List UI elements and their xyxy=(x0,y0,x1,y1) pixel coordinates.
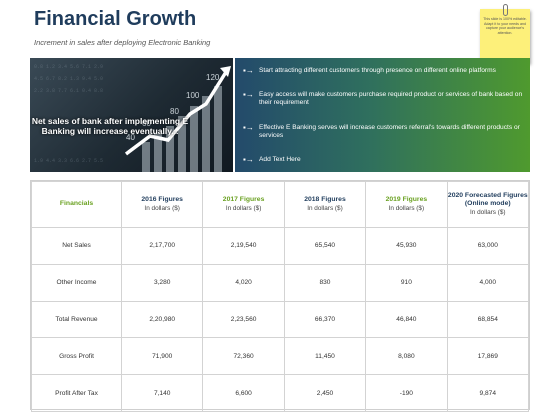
table-cell: 9,874 xyxy=(446,374,530,412)
header-title: 2019 Figures xyxy=(385,196,428,203)
table-cell: 71,900 xyxy=(120,337,204,376)
header-2016: 2016 Figures In dollars ($) xyxy=(120,181,204,228)
table-cell: 830 xyxy=(283,263,367,302)
table-row: Gross Profit 71,900 72,360 11,450 8,080 … xyxy=(31,337,530,376)
growth-chart-graphic: 0.8 1.2 3.4 5.6 7.1 2.9 4.5 6.7 8.2 1.3 … xyxy=(34,64,231,172)
sticky-note: This slide is 100% editable. Adapt it to… xyxy=(480,9,530,63)
table-cell: 2,450 xyxy=(283,374,367,412)
arrow-right-icon: ▪→ xyxy=(243,90,254,99)
table-cell: -190 xyxy=(365,374,448,412)
table-cell: 7,140 xyxy=(120,374,204,412)
header-sub: In dollars ($) xyxy=(470,208,506,216)
chart-label-60: 60 xyxy=(142,119,151,128)
row-label: Total Revenue xyxy=(31,300,122,339)
svg-text:4.5 6.7 8.2 1.3 9.4 5.0: 4.5 6.7 8.2 1.3 9.4 5.0 xyxy=(34,76,103,82)
page-subtitle: Increment in sales after deploying Elect… xyxy=(34,38,211,47)
row-label: Gross Profit xyxy=(31,337,122,376)
banner-point-text: Start attracting different customers thr… xyxy=(259,67,496,74)
table-cell: 65,540 xyxy=(283,227,367,265)
table-cell: 4,020 xyxy=(202,263,285,302)
banner-point: ▪→ Start attracting different customers … xyxy=(243,67,528,75)
table-header-row: Financials 2016 Figures In dollars ($) 2… xyxy=(31,181,530,228)
table-cell: 72,360 xyxy=(202,337,285,376)
header-sub: In dollars ($) xyxy=(307,204,343,212)
header-title: 2016 Figures xyxy=(141,196,183,203)
svg-text:2.2 3.8 7.7 6.1 0.4 8.8: 2.2 3.8 7.7 6.1 0.4 8.8 xyxy=(34,88,103,94)
svg-text:1.9 4.4 3.3 6.6 2.7 5.5: 1.9 4.4 3.3 6.6 2.7 5.5 xyxy=(34,158,103,164)
chart-label-120: 120 xyxy=(206,73,220,82)
table-cell: 68,854 xyxy=(446,300,530,339)
table-cell: 66,370 xyxy=(283,300,367,339)
svg-text:0.8 1.2 3.4 5.6 7.1 2.9: 0.8 1.2 3.4 5.6 7.1 2.9 xyxy=(34,64,103,70)
banner-point-text: Easy access will make customers purchase… xyxy=(259,91,523,106)
banner-point: ▪→ Easy access will make customers purch… xyxy=(243,91,528,107)
header-2017: 2017 Figures In dollars ($) xyxy=(202,181,285,228)
table-cell: 8,080 xyxy=(365,337,448,376)
table-cell: 3,280 xyxy=(120,263,204,302)
banner-point-text: Effective E Banking serves will increase… xyxy=(259,124,520,139)
banner: 0.8 1.2 3.4 5.6 7.1 2.9 4.5 6.7 8.2 1.3 … xyxy=(30,58,530,172)
arrow-right-icon: ▪→ xyxy=(243,66,254,75)
table-cell: 2,19,540 xyxy=(202,227,285,265)
chart-label-40: 40 xyxy=(126,133,135,142)
header-financials: Financials xyxy=(31,181,122,228)
table-row: Total Revenue 2,20,980 2,23,560 66,370 4… xyxy=(31,300,530,339)
sticky-note-text: This slide is 100% editable. Adapt it to… xyxy=(483,17,527,35)
row-label: Net Sales xyxy=(31,227,122,265)
banner-point: ▪→ Effective E Banking serves will incre… xyxy=(243,124,528,140)
row-label: Profit After Tax xyxy=(31,374,122,412)
header-2019: 2019 Figures In dollars ($) xyxy=(365,181,448,228)
chart-label-100: 100 xyxy=(186,91,200,100)
header-title: 2020 Forecasted Figures (Online mode) xyxy=(447,191,528,208)
table-row: Profit After Tax 7,140 6,600 2,450 -190 … xyxy=(31,374,530,412)
growth-image: 0.8 1.2 3.4 5.6 7.1 2.9 4.5 6.7 8.2 1.3 … xyxy=(30,58,233,172)
header-2018: 2018 Figures In dollars ($) xyxy=(283,181,367,228)
header-title: 2018 Figures xyxy=(304,196,346,203)
header-2020: 2020 Forecasted Figures (Online mode) In… xyxy=(446,181,530,228)
banner-caption: Net sales of bank after implementing E B… xyxy=(31,116,189,136)
table-cell: 45,930 xyxy=(365,227,448,265)
chart-label-80: 80 xyxy=(170,107,179,116)
header-title: 2017 Figures xyxy=(222,196,265,203)
row-label: Other Income xyxy=(31,263,122,302)
arrow-right-icon: ▪→ xyxy=(243,155,254,164)
paperclip-icon xyxy=(503,4,508,16)
table-cell: 2,23,560 xyxy=(202,300,285,339)
table-cell: 910 xyxy=(365,263,448,302)
table-cell: 4,000 xyxy=(446,263,530,302)
page-title: Financial Growth xyxy=(34,8,197,30)
banner-points: ▪→ Start attracting different customers … xyxy=(235,58,530,172)
table-row: Net Sales 2,17,700 2,19,540 65,540 45,93… xyxy=(31,227,530,265)
header-sub: In dollars ($) xyxy=(225,204,262,212)
table-cell: 11,450 xyxy=(283,337,367,376)
banner-point-text: Add Text Here xyxy=(259,156,301,163)
table-cell: 63,000 xyxy=(446,227,530,265)
banner-point: ▪→ Add Text Here xyxy=(243,156,528,164)
table-row: Other Income 3,280 4,020 830 910 4,000 xyxy=(31,263,530,302)
table-cell: 46,840 xyxy=(365,300,448,339)
header-sub: In dollars ($) xyxy=(144,204,180,212)
header-sub: In dollars ($) xyxy=(388,204,425,212)
arrow-right-icon: ▪→ xyxy=(243,123,254,132)
table-cell: 6,600 xyxy=(202,374,285,412)
table-cell: 17,869 xyxy=(446,337,530,376)
financials-table: Financials 2016 Figures In dollars ($) 2… xyxy=(30,180,530,412)
table-cell: 2,20,980 xyxy=(120,300,204,339)
table-cell: 2,17,700 xyxy=(120,227,204,265)
